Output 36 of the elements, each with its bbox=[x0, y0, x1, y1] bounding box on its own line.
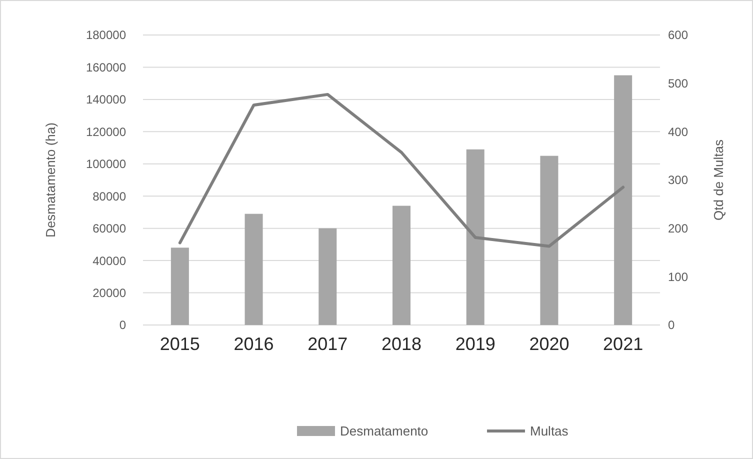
bar bbox=[540, 156, 558, 325]
y2-axis-title: Qtd de Multas bbox=[711, 139, 726, 220]
y2-tick-label: 300 bbox=[668, 173, 688, 188]
x-tick-label: 2020 bbox=[529, 334, 570, 354]
bar bbox=[318, 228, 337, 325]
x-tick-label: 2017 bbox=[308, 334, 348, 354]
bar bbox=[244, 214, 263, 325]
y-tick-label: 0 bbox=[119, 318, 126, 332]
legend-label: Multas bbox=[530, 424, 569, 439]
y2-tick-label: 200 bbox=[668, 222, 688, 236]
y-tick-label: 80000 bbox=[92, 189, 126, 204]
y-tick-label: 20000 bbox=[92, 286, 126, 300]
y-tick-label: 100000 bbox=[86, 157, 126, 172]
y-tick-label: 180000 bbox=[86, 28, 126, 42]
y-tick-label: 60000 bbox=[92, 222, 126, 236]
x-tick-label: 2015 bbox=[160, 334, 200, 354]
x-tick-label: 2016 bbox=[234, 334, 274, 354]
y2-tick-label: 600 bbox=[668, 28, 688, 42]
y-tick-label: 120000 bbox=[86, 124, 126, 139]
bar bbox=[392, 206, 410, 325]
x-tick-label: 2019 bbox=[455, 334, 496, 354]
legend-label: Desmatamento bbox=[340, 424, 428, 439]
y-tick-label: 160000 bbox=[86, 60, 126, 74]
y-tick-label: 140000 bbox=[86, 92, 126, 107]
x-tick-label: 2021 bbox=[603, 334, 644, 354]
bar bbox=[466, 149, 484, 325]
y2-tick-label: 0 bbox=[668, 318, 675, 332]
y-tick-label: 40000 bbox=[92, 254, 126, 268]
y2-tick-label: 400 bbox=[668, 124, 688, 139]
x-tick-label: 2018 bbox=[381, 334, 422, 354]
bar bbox=[170, 248, 189, 325]
y2-tick-label: 500 bbox=[668, 76, 688, 91]
bar bbox=[614, 75, 632, 325]
y2-tick-label: 100 bbox=[668, 270, 688, 284]
line-series bbox=[178, 92, 625, 248]
y-axis-title: Desmatamento (ha) bbox=[43, 122, 58, 238]
